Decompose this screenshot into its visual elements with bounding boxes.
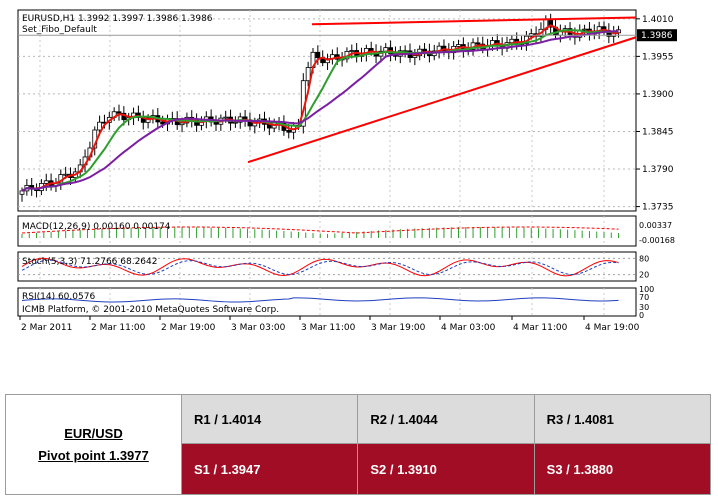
- candle-body: [475, 42, 481, 45]
- price-tick-label: 1.3735: [642, 203, 674, 213]
- price-tick-label: 1.3845: [642, 127, 674, 137]
- candle-body: [456, 44, 461, 47]
- pivot-point-label: Pivot point 1.3977: [38, 447, 149, 463]
- candle-body: [179, 122, 185, 126]
- s3-cell: S3 / 1.3880: [533, 443, 712, 495]
- ma-slow-line: [21, 30, 619, 192]
- symbol-header: EURUSD,H1 1.3992 1.3997 1.3986 1.3986: [22, 14, 213, 24]
- rsi-pane: [17, 287, 637, 317]
- time-axis-label: 3 Mar 19:00: [371, 323, 426, 333]
- price-chart[interactable]: 1.4010 1.3955 1.3900 1.3845 1.3790 1.3735 2 Ma…: [0, 0, 718, 340]
- macd-tick-label: 0.00337: [639, 221, 672, 230]
- s2-cell: S2 / 1.3910: [357, 443, 535, 495]
- candle-body: [286, 130, 292, 133]
- price-tick-label: 1.3900: [642, 90, 674, 100]
- price-tick-label: 1.3790: [642, 165, 674, 175]
- main-pane: [17, 9, 637, 212]
- candle-body: [349, 50, 355, 52]
- r1-cell: R1 / 1.4014: [180, 394, 359, 444]
- stoch-tick-label: 80: [639, 254, 649, 263]
- candle-body: [315, 51, 321, 59]
- macd-tick-label: -0.00168: [639, 236, 675, 245]
- candle-body: [223, 116, 229, 119]
- pivot-table: EUR/USD Pivot point 1.3977 R1 / 1.4014 R…: [5, 394, 712, 495]
- time-axis-label: 4 Mar 11:00: [513, 323, 568, 333]
- candle-body: [582, 28, 587, 31]
- time-axis-label: 2 Mar 11:00: [91, 323, 146, 333]
- stoch-label: Stoch(5,3,3) 71.2766 68.2642: [22, 257, 157, 267]
- chart-background: [14, 8, 680, 338]
- current-price-box: [637, 29, 677, 42]
- rsi-tick-label: 70: [639, 293, 649, 302]
- candle-body: [305, 67, 311, 82]
- copyright-label: ICMB Platform, © 2001-2010 MetaQuotes So…: [22, 305, 279, 315]
- rsi-label: RSI(14) 60.0576: [22, 292, 95, 302]
- rsi-tick-label: 100: [639, 285, 654, 294]
- price-tick-label: 1.4010: [642, 15, 674, 25]
- stoch-tick-label: 20: [639, 271, 649, 280]
- candle-body: [116, 111, 122, 114]
- lower-trendline: [247, 36, 637, 164]
- s1-cell: S1 / 1.3947: [180, 443, 359, 495]
- r3-cell: R3 / 1.4081: [533, 394, 712, 444]
- rsi-tick-label: 30: [639, 303, 649, 312]
- rsi-line: [21, 297, 619, 303]
- macd-pane: [17, 215, 637, 247]
- stoch-signal-line: [21, 259, 619, 276]
- candle-body: [412, 55, 418, 58]
- candle-body: [422, 48, 427, 52]
- time-axis-label: 3 Mar 11:00: [301, 323, 356, 333]
- r2-cell: R2 / 1.4044: [357, 394, 535, 444]
- pair-cell: EUR/USD Pivot point 1.3977: [5, 394, 182, 495]
- template-label: Set_Fibo_Default: [22, 25, 97, 35]
- stoch-pane: [17, 251, 637, 282]
- stoch-main-line: [21, 257, 619, 277]
- candle-body: [43, 180, 49, 184]
- time-axis-label: 3 Mar 03:00: [231, 323, 286, 333]
- ma-fast-line: [21, 24, 619, 192]
- current-price-label: 1.3986: [641, 31, 673, 41]
- rsi-tick-label: 0: [639, 311, 644, 320]
- price-tick-label: 1.3955: [642, 52, 674, 62]
- time-axis-label: 2 Mar 2011: [21, 323, 72, 333]
- candle-body: [97, 121, 102, 131]
- candle-body: [213, 121, 219, 125]
- candle-body: [232, 121, 238, 124]
- time-axis-label: 2 Mar 19:00: [161, 323, 216, 333]
- macd-signal-line: [21, 226, 619, 234]
- ma-mid-line: [21, 29, 619, 192]
- candle-body: [160, 121, 166, 125]
- time-axis-label: 4 Mar 03:00: [441, 323, 496, 333]
- chart-canvas: 1.4010 1.3955 1.3900 1.3845 1.3790 1.3735 2 Ma…: [14, 8, 680, 338]
- pair-label: EUR/USD: [64, 425, 123, 441]
- candle-body: [63, 173, 69, 176]
- macd-label: MACD(12,26,9) 0.00160 0.00174: [22, 222, 171, 232]
- candle-body: [19, 190, 25, 195]
- upper-trendline: [311, 16, 637, 26]
- time-axis-label: 4 Mar 19:00: [585, 323, 640, 333]
